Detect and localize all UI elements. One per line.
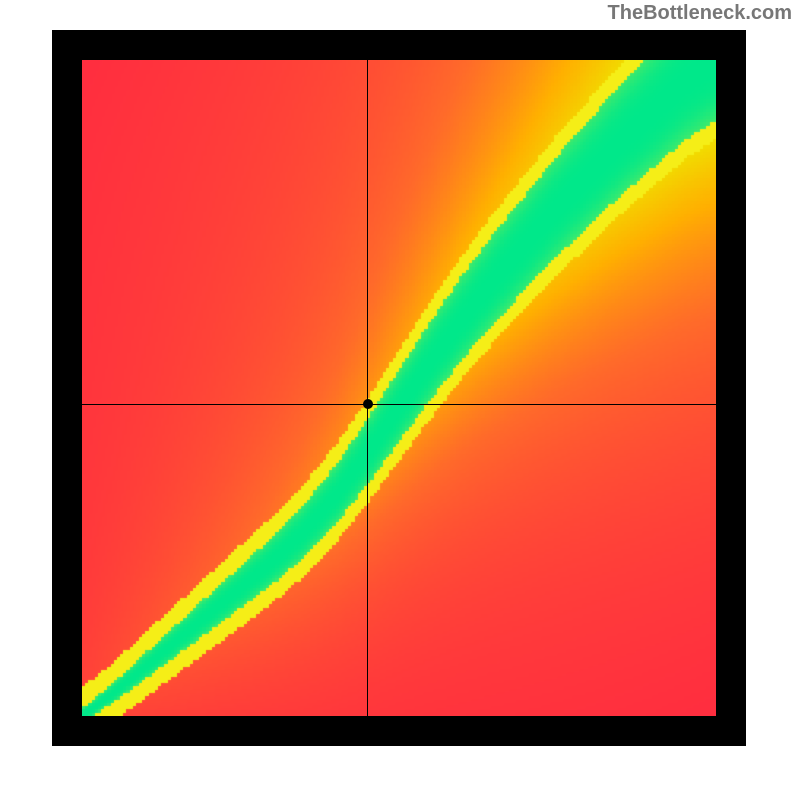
heatmap-canvas (82, 60, 716, 716)
crosshair-marker (363, 399, 373, 409)
chart-container: TheBottleneck.com (0, 0, 800, 800)
watermark-text: TheBottleneck.com (608, 2, 792, 25)
crosshair-vertical (367, 60, 368, 716)
plot-area (82, 60, 716, 716)
chart-frame (52, 30, 746, 746)
crosshair-horizontal (82, 404, 716, 405)
